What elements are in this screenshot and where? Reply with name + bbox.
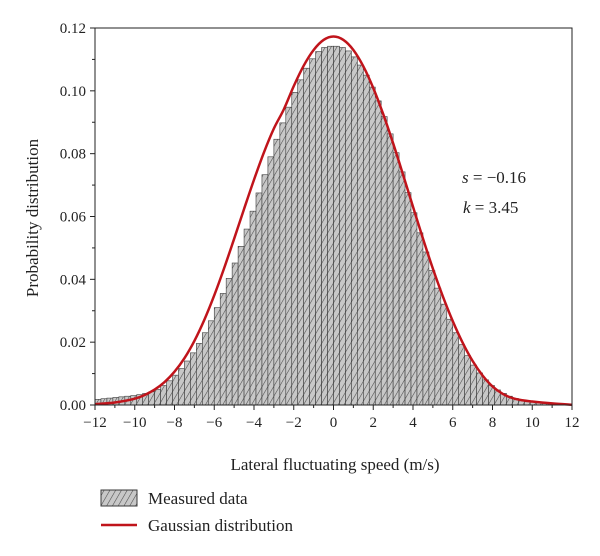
x-tick-label: 8 <box>489 415 497 431</box>
histogram-bar <box>166 380 173 406</box>
histogram-bar <box>196 343 203 406</box>
histogram-bar <box>309 58 316 406</box>
histogram-bar <box>184 360 191 406</box>
y-tick-label: 0.08 <box>60 147 86 163</box>
x-axis-label: Lateral fluctuating speed (m/s) <box>230 455 439 474</box>
histogram-bar <box>351 56 358 406</box>
histogram-bar <box>476 372 483 406</box>
histogram-bar <box>237 246 245 406</box>
histogram-bar <box>219 293 227 406</box>
y-tick-label: 0.04 <box>60 272 87 288</box>
histogram-bar <box>398 171 406 406</box>
x-tick-label: 12 <box>565 415 580 431</box>
y-tick-label: 0.02 <box>60 335 86 351</box>
histogram-bar <box>374 100 382 406</box>
histogram-bar <box>458 344 465 406</box>
y-tick-label: 0.06 <box>60 210 87 226</box>
legend: Measured data Gaussian distribution <box>100 489 293 535</box>
histogram-bar <box>446 318 454 406</box>
histogram-bar <box>315 51 322 406</box>
histogram-bar <box>207 320 215 406</box>
histogram-bar <box>285 106 293 406</box>
histogram-bar <box>261 174 269 406</box>
histogram-bar <box>231 262 239 406</box>
histogram-bar <box>357 64 364 406</box>
x-tick-label: −4 <box>246 415 262 431</box>
skewness-value: = −0.16 <box>469 168 526 187</box>
histogram-bar <box>470 364 477 406</box>
x-tick-label: −2 <box>286 415 302 431</box>
histogram-bar <box>434 287 442 406</box>
histogram-bar <box>190 352 197 406</box>
histogram-bar <box>422 251 430 406</box>
histogram-bar <box>279 122 287 406</box>
skewness-symbol: s <box>462 168 469 187</box>
histogram-bar <box>273 138 281 406</box>
histogram-bar <box>416 232 424 406</box>
histogram-bar <box>327 45 334 406</box>
histogram-bar <box>243 228 251 406</box>
histogram-bar <box>410 212 418 406</box>
skewness-annotation: s = −0.16 <box>462 168 526 187</box>
histogram-bar <box>249 210 257 406</box>
x-tick-label: 0 <box>330 415 338 431</box>
x-tick-label: 2 <box>370 415 378 431</box>
histogram-bar <box>386 133 394 406</box>
x-tick-label: −8 <box>167 415 183 431</box>
histogram-bar <box>363 74 370 406</box>
gaussian-curve <box>94 35 573 406</box>
x-tick-label: −10 <box>123 415 146 431</box>
histogram-bar <box>160 385 167 406</box>
y-axis-label: Probability distribution <box>23 138 42 297</box>
histogram-bar <box>380 116 388 406</box>
histogram-bar <box>392 152 400 406</box>
histogram-bar <box>428 270 436 406</box>
legend-label-gaussian: Gaussian distribution <box>148 516 293 535</box>
histogram-bar <box>291 92 299 406</box>
histogram-bar <box>202 332 209 406</box>
histogram-bar <box>225 278 233 406</box>
axes: −12 −10 −8 −6 −4 −2 0 2 4 6 8 10 12 0.00 0.02 0.04 0.06 0… <box>60 21 580 431</box>
histogram-bar <box>345 50 352 406</box>
histogram-bar <box>213 307 221 406</box>
histogram-bar <box>333 45 340 406</box>
y-tick-label: 0.12 <box>60 21 86 37</box>
histogram-bar <box>452 332 460 406</box>
histogram-bar <box>368 86 376 406</box>
x-tick-label: −12 <box>83 415 106 431</box>
legend-label-measured: Measured data <box>148 489 248 508</box>
histogram-bar <box>482 379 489 406</box>
plot-area <box>94 35 573 406</box>
x-tick-label: −6 <box>206 415 222 431</box>
x-tick-label: 6 <box>449 415 457 431</box>
legend-swatch-measured <box>100 489 138 507</box>
histogram-bar <box>172 374 179 406</box>
kurtosis-symbol: k <box>463 198 471 217</box>
histogram-bar <box>339 47 346 406</box>
histogram-bar <box>321 47 328 406</box>
x-tick-label: 4 <box>409 415 417 431</box>
histogram-bar <box>464 355 471 406</box>
histogram-bar <box>404 192 412 406</box>
histogram-bar <box>267 156 275 406</box>
histogram-bar <box>440 303 448 406</box>
histogram-bar <box>154 388 161 406</box>
y-tick-label: 0.00 <box>60 398 86 414</box>
y-tick-label: 0.10 <box>60 84 86 100</box>
histogram-bar <box>303 67 310 406</box>
kurtosis-annotation: k = 3.45 <box>463 198 518 217</box>
histogram-bar <box>255 192 263 406</box>
kurtosis-value: = 3.45 <box>471 198 519 217</box>
x-tick-label: 10 <box>525 415 540 431</box>
histogram-bar <box>297 79 304 406</box>
histogram-bar <box>178 368 185 406</box>
